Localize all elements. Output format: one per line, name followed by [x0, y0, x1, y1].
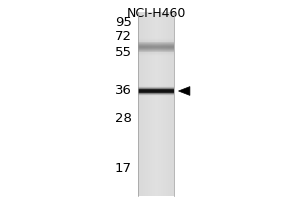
- Bar: [138, 50, 174, 52]
- Bar: [138, 49, 174, 51]
- Bar: [138, 89, 174, 90]
- Bar: [144, 12, 145, 196]
- Bar: [138, 53, 174, 54]
- Bar: [138, 52, 174, 53]
- Bar: [138, 12, 139, 196]
- Bar: [138, 87, 174, 89]
- Bar: [138, 93, 174, 94]
- Bar: [160, 12, 161, 196]
- Bar: [149, 12, 150, 196]
- Bar: [138, 40, 174, 41]
- Bar: [161, 12, 162, 196]
- Text: 55: 55: [115, 46, 132, 60]
- Bar: [138, 95, 174, 96]
- Bar: [138, 39, 174, 41]
- Bar: [138, 92, 174, 93]
- Bar: [170, 12, 172, 196]
- Bar: [172, 12, 173, 196]
- Bar: [143, 12, 144, 196]
- Bar: [138, 91, 174, 92]
- Bar: [151, 12, 152, 196]
- Bar: [138, 90, 174, 91]
- Bar: [138, 46, 174, 47]
- Bar: [138, 94, 174, 95]
- Bar: [145, 12, 146, 196]
- Bar: [163, 12, 164, 196]
- Bar: [138, 47, 174, 49]
- Text: NCI-H460: NCI-H460: [126, 7, 186, 20]
- Bar: [138, 91, 174, 92]
- Bar: [155, 12, 156, 196]
- Bar: [138, 44, 174, 46]
- Polygon shape: [178, 87, 190, 95]
- Text: 95: 95: [115, 17, 132, 29]
- Bar: [158, 12, 160, 196]
- Bar: [152, 12, 154, 196]
- Bar: [138, 92, 174, 93]
- Text: 36: 36: [115, 84, 132, 98]
- Bar: [138, 48, 174, 50]
- Text: 28: 28: [115, 112, 132, 126]
- Bar: [157, 12, 158, 196]
- Bar: [168, 12, 169, 196]
- Bar: [138, 89, 174, 90]
- Bar: [138, 87, 174, 88]
- Bar: [138, 92, 174, 93]
- Bar: [138, 54, 174, 56]
- Bar: [138, 42, 174, 43]
- Bar: [138, 43, 174, 45]
- Bar: [142, 12, 143, 196]
- Bar: [138, 88, 174, 89]
- Bar: [138, 94, 174, 96]
- Bar: [138, 94, 174, 95]
- Bar: [138, 45, 174, 47]
- Bar: [138, 38, 174, 40]
- Bar: [138, 87, 174, 88]
- Bar: [146, 12, 148, 196]
- Bar: [169, 12, 170, 196]
- Bar: [138, 93, 174, 94]
- Bar: [173, 12, 174, 196]
- Bar: [138, 93, 174, 95]
- Bar: [138, 90, 174, 92]
- Bar: [156, 12, 157, 196]
- Bar: [140, 12, 142, 196]
- Bar: [154, 12, 155, 196]
- Bar: [162, 12, 163, 196]
- Bar: [148, 12, 149, 196]
- Bar: [138, 90, 174, 91]
- Bar: [138, 12, 174, 196]
- Bar: [138, 86, 174, 88]
- Bar: [139, 12, 140, 196]
- Bar: [138, 47, 174, 48]
- Bar: [164, 12, 166, 196]
- Bar: [166, 12, 167, 196]
- Bar: [150, 12, 151, 196]
- Bar: [138, 51, 174, 52]
- Text: 17: 17: [115, 162, 132, 176]
- Bar: [138, 41, 174, 42]
- Bar: [138, 88, 174, 89]
- Bar: [138, 86, 174, 87]
- Bar: [167, 12, 168, 196]
- Bar: [138, 42, 174, 44]
- Text: 72: 72: [115, 30, 132, 44]
- Bar: [138, 89, 174, 90]
- Bar: [138, 53, 174, 55]
